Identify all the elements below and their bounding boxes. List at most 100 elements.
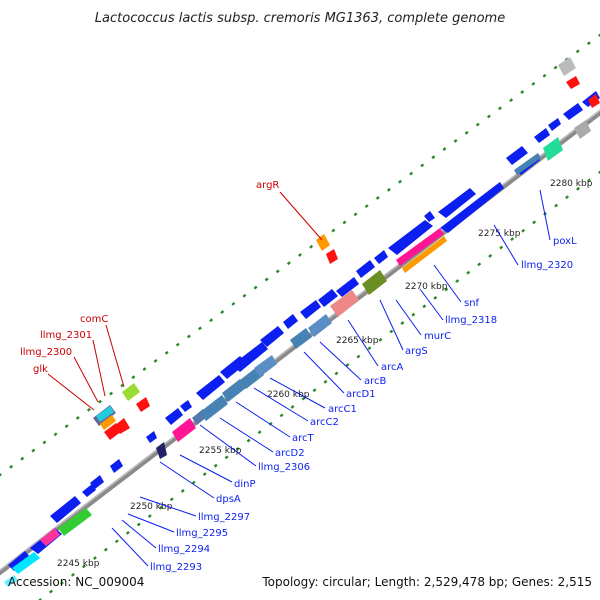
gene-orange-2300[interactable]	[100, 415, 116, 430]
gene-arrow[interactable]	[336, 277, 359, 297]
gene-arrow[interactable]	[374, 250, 388, 264]
gene-arrow[interactable]	[110, 459, 123, 473]
gene-label-arcD1[interactable]: arcD1	[346, 389, 376, 400]
track-dot	[246, 438, 251, 443]
scale-tick-label: 2280 kbp	[550, 179, 593, 189]
gene-label-llmg_2295[interactable]: llmg_2295	[176, 528, 228, 539]
gene-magenta-murC[interactable]	[396, 228, 444, 266]
gene-steel-arcD2[interactable]	[200, 395, 228, 421]
gene-salmon-arcA[interactable]	[330, 290, 359, 317]
gene-arrow[interactable]	[506, 146, 528, 165]
gene-label-llmg_2293[interactable]: llmg_2293	[150, 562, 202, 573]
gene-steel-arcT[interactable]	[222, 379, 246, 402]
gene-arrow[interactable]	[260, 326, 284, 347]
gene-arrow[interactable]	[50, 496, 81, 523]
gene-label-arcC2[interactable]: arcC2	[310, 417, 339, 428]
track-dot	[378, 337, 383, 342]
gene-label-arcB[interactable]: arcB	[364, 376, 387, 387]
gene-label-arcC1[interactable]: arcC1	[328, 404, 357, 415]
gene-grey-top[interactable]	[558, 57, 576, 76]
gene-label-argR[interactable]: argR	[256, 180, 279, 191]
gene-label-argS[interactable]: argS	[405, 346, 428, 357]
gene-arrow[interactable]	[82, 484, 96, 497]
gene-label-snf[interactable]: snf	[464, 298, 480, 309]
gene-arrow[interactable]	[232, 342, 268, 372]
gene-steel-arcB[interactable]	[308, 314, 332, 337]
gene-arrow[interactable]	[180, 400, 192, 412]
track-dot	[433, 295, 438, 300]
gene-magenta[interactable]	[172, 418, 196, 442]
gene-arrow[interactable]	[283, 314, 298, 329]
gene-red-comC[interactable]	[136, 397, 150, 412]
track-dot	[9, 464, 14, 469]
gene-mint-poxL[interactable]	[543, 137, 563, 161]
gene-arrow[interactable]	[548, 118, 561, 131]
gene-lime-comC[interactable]	[122, 383, 140, 401]
track-dot	[186, 334, 191, 339]
gene-label-comC[interactable]: comC	[80, 314, 108, 325]
track-dot	[20, 456, 25, 461]
gene-navy[interactable]	[156, 442, 167, 459]
gene-label-llmg_2320[interactable]: llmg_2320	[521, 260, 573, 271]
track-dot	[400, 321, 405, 325]
gene-cyan-small[interactable]	[4, 575, 18, 587]
gene-label-murC[interactable]: murC	[424, 331, 451, 342]
gene-arrow[interactable]	[90, 475, 104, 489]
track-dot	[367, 346, 372, 351]
gene-arrow[interactable]	[8, 551, 30, 571]
gene-green[interactable]	[58, 508, 92, 536]
gene-label-glk[interactable]: glk	[33, 364, 48, 375]
topology-text: Topology: circular; Length: 2,529,478 bp…	[261, 575, 592, 589]
gene-label-llmg_2301[interactable]: llmg_2301	[40, 330, 92, 341]
track-dot	[202, 472, 207, 477]
gene-arrow[interactable]	[440, 182, 504, 233]
gene-red-top[interactable]	[566, 76, 580, 89]
gene-orange-argR[interactable]	[316, 234, 330, 251]
gene-label-llmg_2297[interactable]: llmg_2297	[198, 512, 250, 523]
gene-arrow[interactable]	[196, 375, 225, 400]
gene-red-right[interactable]	[588, 94, 600, 108]
gene-arrow[interactable]	[356, 260, 375, 278]
track-dot	[109, 391, 114, 396]
track-dot	[286, 261, 291, 266]
gene-grey[interactable]	[574, 120, 591, 139]
track-dot	[142, 367, 147, 371]
gene-label-llmg_2294[interactable]: llmg_2294	[158, 544, 210, 555]
gene-arrow[interactable]	[424, 211, 435, 222]
gene-label-llmg_2318[interactable]: llmg_2318	[445, 315, 497, 326]
gene-label-llmg_2300[interactable]: llmg_2300	[20, 347, 72, 358]
gene-orange-murC[interactable]	[402, 236, 447, 273]
gene-red-argR[interactable]	[326, 249, 338, 264]
track-dot	[0, 473, 2, 477]
gene-pink[interactable]	[40, 528, 60, 546]
gene-steel-arcD1[interactable]	[290, 328, 312, 349]
gene-label-dpsA[interactable]: dpsA	[216, 494, 241, 505]
gene-red-2301b[interactable]	[114, 418, 130, 434]
track-dot	[64, 424, 69, 429]
track-dot	[323, 379, 328, 384]
track-dot	[598, 33, 600, 37]
gene-arrow[interactable]	[438, 188, 476, 218]
gene-label-arcT[interactable]: arcT	[292, 433, 315, 444]
gene-label-arcD2[interactable]: arcD2	[275, 448, 305, 459]
gene-steel-arcC1[interactable]	[254, 355, 277, 377]
gene-arrow[interactable]	[534, 128, 550, 143]
track-dot	[312, 388, 317, 393]
track-dot	[136, 522, 141, 527]
gene-steel-2320[interactable]	[514, 153, 541, 175]
accession-text: Accession: NC_009004	[8, 575, 144, 589]
gene-label-dinP[interactable]: dinP	[234, 479, 256, 490]
gene-arrow[interactable]	[318, 289, 338, 307]
gene-arrow[interactable]	[563, 103, 583, 120]
gene-arrow[interactable]	[388, 220, 433, 255]
gene-arrow[interactable]	[146, 431, 157, 443]
gene-label-arcA[interactable]: arcA	[381, 362, 404, 373]
gene-arrow[interactable]	[300, 300, 321, 319]
gene-label-poxL[interactable]: poxL	[553, 236, 577, 247]
gene-cyan[interactable]	[12, 552, 40, 574]
track-dot	[147, 514, 152, 519]
gene-cyan-glk[interactable]	[96, 406, 114, 422]
gene-olive-argS[interactable]	[362, 270, 387, 295]
gene-label-llmg_2306[interactable]: llmg_2306	[258, 462, 310, 473]
gene-arrow[interactable]	[165, 408, 183, 425]
